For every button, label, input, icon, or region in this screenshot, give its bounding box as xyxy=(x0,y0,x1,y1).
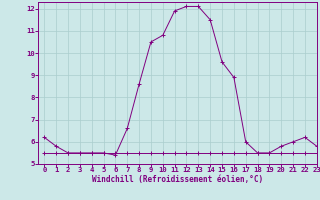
X-axis label: Windchill (Refroidissement éolien,°C): Windchill (Refroidissement éolien,°C) xyxy=(92,175,263,184)
